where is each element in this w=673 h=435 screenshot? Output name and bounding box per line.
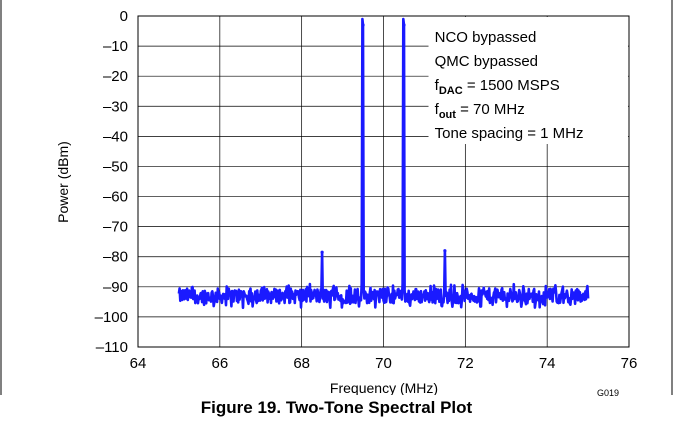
y-tick-label: –40 <box>103 128 128 145</box>
x-tick-label: 74 <box>539 355 556 372</box>
y-tick-label: –60 <box>103 189 128 206</box>
annotation-line: fDAC = 1500 MSPS <box>435 77 560 97</box>
figure-code: G019 <box>597 388 620 398</box>
y-tick-label: –10 <box>103 38 128 55</box>
spectrum-series <box>177 17 590 310</box>
y-axis-label: Power (dBm) <box>55 141 71 223</box>
x-tick-label: 64 <box>130 355 147 372</box>
x-tick-label: 76 <box>621 355 638 372</box>
x-tick-label: 72 <box>457 355 474 372</box>
annotation-line: Tone spacing = 1 MHz <box>435 125 584 142</box>
y-tick-label: –80 <box>103 249 128 266</box>
annotation-line: QMC bypassed <box>435 53 538 70</box>
x-axis-label: Frequency (MHz) <box>330 380 438 395</box>
spectral-plot: 0–10–20–30–40–50–60–70–80–90–100–110 64 6… <box>0 0 673 395</box>
x-tick-labels: 64 66 68 70 72 74 76 <box>130 355 638 372</box>
annotation-background <box>428 17 628 144</box>
x-tick-label: 66 <box>211 355 228 372</box>
spectrum-peak <box>320 250 324 254</box>
y-tick-label: 0 <box>120 8 128 25</box>
y-tick-label: –20 <box>103 68 128 85</box>
figure-caption: Figure 19. Two-Tone Spectral Plot <box>200 398 473 417</box>
x-tick-label: 70 <box>375 355 392 372</box>
spectrum-peak <box>402 23 406 27</box>
spectrum-peak <box>361 23 365 27</box>
annotation-line: NCO bypassed <box>435 29 537 46</box>
y-tick-labels: 0 –10 –20 –30 –40 –50 –60 –70 –80 –90 –100 –110 <box>95 8 128 356</box>
y-tick-label: –30 <box>103 98 128 115</box>
spectrum-line <box>177 17 590 310</box>
annotation-line: fout = 70 MHz <box>435 101 525 121</box>
y-tick-label: –110 <box>96 339 128 356</box>
plot-area-border <box>137 15 630 348</box>
y-tick-label: –50 <box>103 158 128 175</box>
x-tick-label: 68 <box>293 355 310 372</box>
y-tick-label: –70 <box>103 219 128 236</box>
y-tick-label: –90 <box>103 279 128 296</box>
annotation-box: NCO bypassed QMC bypassed fDAC = 1500 MSPS… <box>428 17 628 144</box>
spectrum-peak <box>443 249 447 253</box>
y-tick-label: –100 <box>95 309 128 326</box>
